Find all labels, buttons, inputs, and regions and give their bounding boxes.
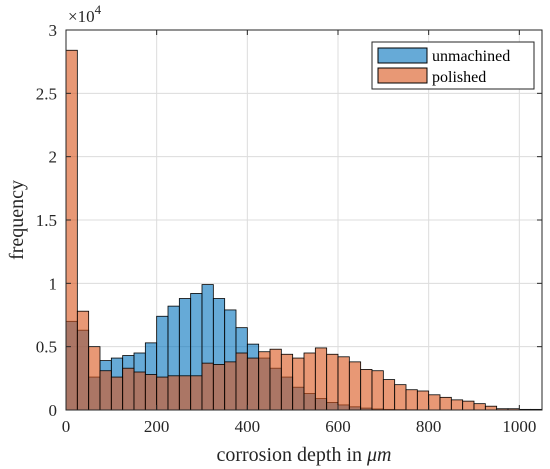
bar-polished-16 xyxy=(246,357,260,411)
bar-polished-4 xyxy=(110,376,124,411)
bar-polished-28 xyxy=(382,379,396,411)
x-axis-label: corrosion depth in μm xyxy=(216,444,391,466)
axis-ticks xyxy=(65,29,542,411)
bar-polished-35 xyxy=(462,400,475,411)
bar-polished-25 xyxy=(348,361,362,411)
legend-label-polished: polished xyxy=(432,69,486,86)
series-polished-bars xyxy=(65,49,543,411)
bar-polished-5 xyxy=(122,367,135,411)
bar-polished-23 xyxy=(326,353,339,411)
x-tick-label-1000: 1000 xyxy=(502,417,536,436)
grid-lines xyxy=(66,30,542,410)
y-tick-labels: 0 0.5 1 1.5 2 2.5 3 xyxy=(36,21,57,420)
y-exponent-base: ×10 xyxy=(68,7,95,26)
bar-polished-6 xyxy=(133,371,146,411)
bar-polished-10 xyxy=(178,375,192,411)
bar-polished-11 xyxy=(190,375,203,411)
y-tick-label-3: 1.5 xyxy=(36,211,57,230)
x-tick-label-0: 0 xyxy=(62,417,71,436)
x-tick-label-200: 200 xyxy=(144,417,170,436)
bar-polished-13 xyxy=(212,363,226,411)
bar-polished-9 xyxy=(167,375,180,411)
legend: unmachined polished xyxy=(371,41,535,90)
y-axis-label: frequency xyxy=(6,180,28,260)
bar-polished-34 xyxy=(450,399,464,411)
y-tick-label-1: 0.5 xyxy=(36,338,57,357)
bar-polished-32 xyxy=(428,394,441,411)
y-exponent-power: 4 xyxy=(95,2,102,17)
bar-polished-17 xyxy=(258,351,271,411)
bar-polished-30 xyxy=(405,389,418,411)
bar-polished-33 xyxy=(439,396,452,411)
bar-polished-0 xyxy=(65,49,78,411)
bar-polished-14 xyxy=(224,361,237,411)
y-axis-exponent: ×104 xyxy=(68,2,102,26)
bar-polished-24 xyxy=(337,356,350,411)
x-axis-label-text: corrosion depth in xyxy=(216,444,362,466)
y-tick-label-0: 0 xyxy=(49,401,58,420)
legend-swatch-polished xyxy=(377,67,428,84)
x-tick-label-400: 400 xyxy=(235,417,261,436)
x-tick-labels: 0 200 400 600 800 1000 xyxy=(62,417,537,436)
bar-polished-36 xyxy=(473,403,486,411)
legend-label-unmachined: unmachined xyxy=(432,48,510,65)
bar-polished-1 xyxy=(76,310,90,411)
bar-polished-29 xyxy=(394,384,407,411)
bar-polished-21 xyxy=(303,352,316,411)
legend-swatch-unmachined xyxy=(377,47,428,64)
bar-polished-37 xyxy=(484,405,498,411)
bar-polished-18 xyxy=(269,348,282,411)
x-axis-label-unit: μm xyxy=(366,444,391,466)
bar-polished-2 xyxy=(88,346,101,411)
y-tick-label-5: 2.5 xyxy=(36,84,57,103)
y-tick-label-6: 3 xyxy=(49,21,58,40)
bar-polished-8 xyxy=(156,376,169,411)
bar-polished-26 xyxy=(360,369,373,411)
bar-polished-20 xyxy=(292,357,305,411)
bar-polished-22 xyxy=(314,347,328,411)
bar-polished-31 xyxy=(416,390,430,411)
x-tick-label-600: 600 xyxy=(325,417,351,436)
bar-polished-15 xyxy=(235,352,248,411)
y-tick-label-2: 1 xyxy=(49,274,58,293)
bar-polished-19 xyxy=(280,353,294,411)
bar-polished-12 xyxy=(201,362,214,411)
bar-polished-3 xyxy=(99,370,112,411)
bar-polished-27 xyxy=(371,370,384,411)
x-tick-label-800: 800 xyxy=(416,417,442,436)
y-tick-label-4: 2 xyxy=(49,148,58,167)
bar-polished-7 xyxy=(144,374,158,411)
